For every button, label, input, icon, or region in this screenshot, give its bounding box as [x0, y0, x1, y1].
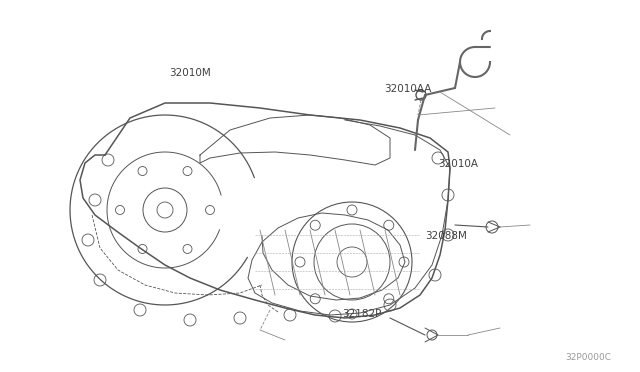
Text: 32P0000C: 32P0000C [565, 353, 611, 362]
Text: 32088M: 32088M [426, 231, 467, 241]
Text: 32182P: 32182P [342, 310, 382, 319]
Text: 32010AA: 32010AA [384, 84, 431, 94]
Text: 32010M: 32010M [170, 68, 211, 77]
Text: 32010A: 32010A [438, 159, 478, 169]
